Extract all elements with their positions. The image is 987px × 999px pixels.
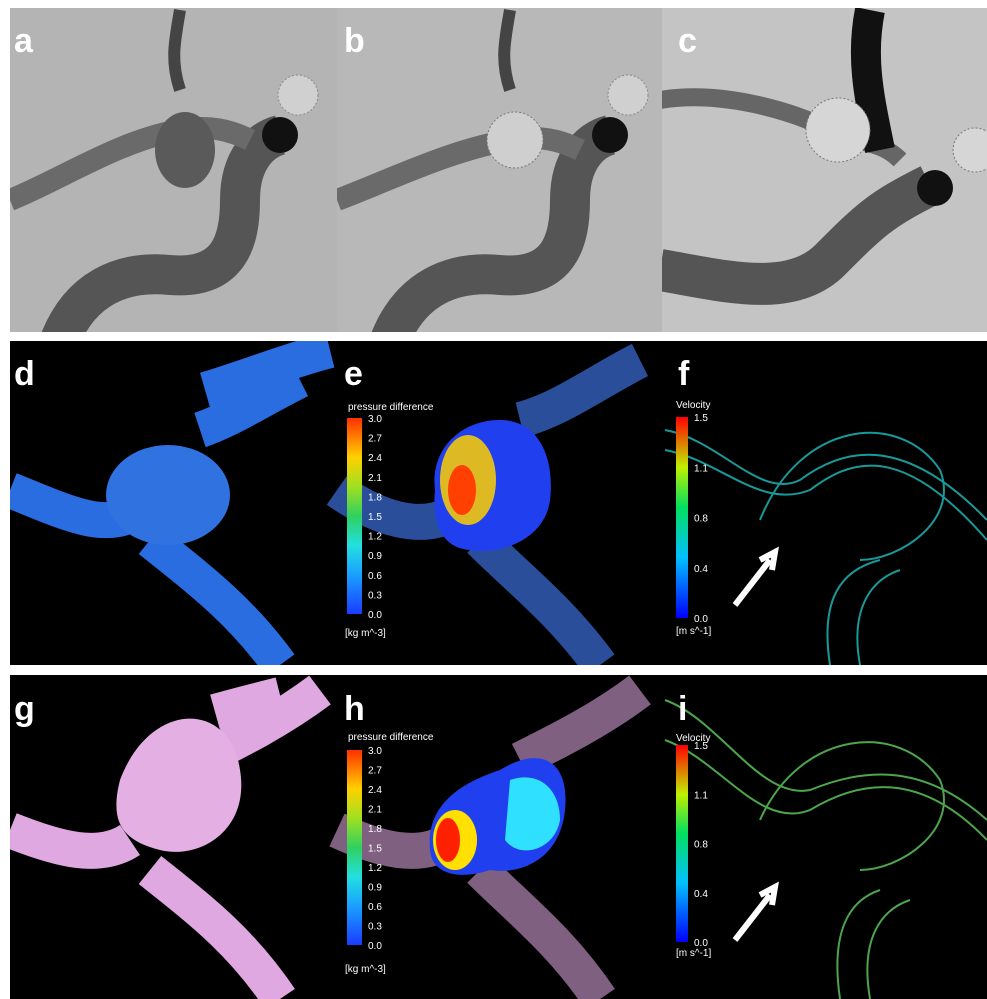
colorbar-tick-label: 2.7 [368, 434, 382, 445]
panel-label: c [678, 22, 697, 60]
panel-label: g [14, 690, 35, 728]
colorbar [676, 745, 688, 942]
colorbar-tick-label: 2.7 [368, 766, 382, 777]
panel-label: i [678, 690, 687, 728]
simulation-row-1 [10, 341, 987, 665]
colorbar-tick-label: 0.8 [694, 840, 708, 851]
panel-label: h [344, 690, 365, 728]
colorbar-tick-label: 1.5 [368, 512, 382, 523]
colorbar-tick-label: 0.0 [368, 610, 382, 621]
panel-label: b [344, 22, 365, 60]
colorbar-tick-label: 0.9 [368, 883, 382, 894]
colorbar-tick-label: 3.0 [368, 414, 382, 425]
colorbar-tick-label: 2.1 [368, 805, 382, 816]
angiogram-b [337, 8, 662, 340]
colorbar-tick-label: 0.6 [368, 902, 382, 913]
colorbar-tick-label: 1.1 [694, 790, 708, 801]
colorbar-tick-label: 1.8 [368, 824, 382, 835]
colorbar-tick-label: 0.4 [694, 889, 708, 900]
angiogram-c [660, 8, 987, 332]
colorbar [347, 418, 362, 614]
colorbar-tick-label: 2.4 [368, 785, 382, 796]
simulation-row-2 [10, 675, 987, 999]
colorbar-title: Velocity [676, 400, 710, 411]
colorbar-tick-label: 1.5 [694, 741, 708, 752]
colorbar-tick-label: 0.0 [694, 614, 708, 625]
colorbar-tick-label: 1.5 [694, 413, 708, 424]
colorbar-tick-label: 3.0 [368, 746, 382, 757]
colorbar [347, 750, 362, 945]
colorbar-title: pressure difference [348, 732, 434, 743]
colorbar-tick-label: 1.5 [368, 844, 382, 855]
colorbar-tick-label: 1.1 [694, 463, 708, 474]
colorbar-unit: [m s^-1] [676, 626, 711, 637]
colorbar-tick-label: 1.8 [368, 492, 382, 503]
panel-label: d [14, 355, 35, 393]
colorbar-tick-label: 0.4 [694, 564, 708, 575]
colorbar-tick-label: 0.0 [694, 938, 708, 949]
colorbar-tick-label: 2.1 [368, 473, 382, 484]
colorbar-tick-label: 2.4 [368, 453, 382, 464]
colorbar-unit: [kg m^-3] [345, 628, 386, 639]
colorbar-tick-label: 0.3 [368, 590, 382, 601]
colorbar-tick-label: 0.8 [694, 514, 708, 525]
colorbar [676, 417, 688, 618]
colorbar-unit: [kg m^-3] [345, 964, 386, 975]
colorbar-tick-label: 1.2 [368, 532, 382, 543]
panel-label: a [14, 22, 34, 60]
colorbar-title: pressure difference [348, 402, 434, 413]
colorbar-tick-label: 0.3 [368, 922, 382, 933]
colorbar-tick-label: 0.9 [368, 551, 382, 562]
angiogram-a [10, 8, 337, 340]
panel-label: f [678, 355, 690, 393]
colorbar-tick-label: 0.6 [368, 571, 382, 582]
colorbar-tick-label: 1.2 [368, 863, 382, 874]
panel-label: e [344, 355, 363, 393]
colorbar-unit: [m s^-1] [676, 948, 711, 959]
figure: a b c d e f g h i pressure difference [kg m^-3] 3.… [0, 0, 987, 999]
colorbar-tick-label: 0.0 [368, 941, 382, 952]
